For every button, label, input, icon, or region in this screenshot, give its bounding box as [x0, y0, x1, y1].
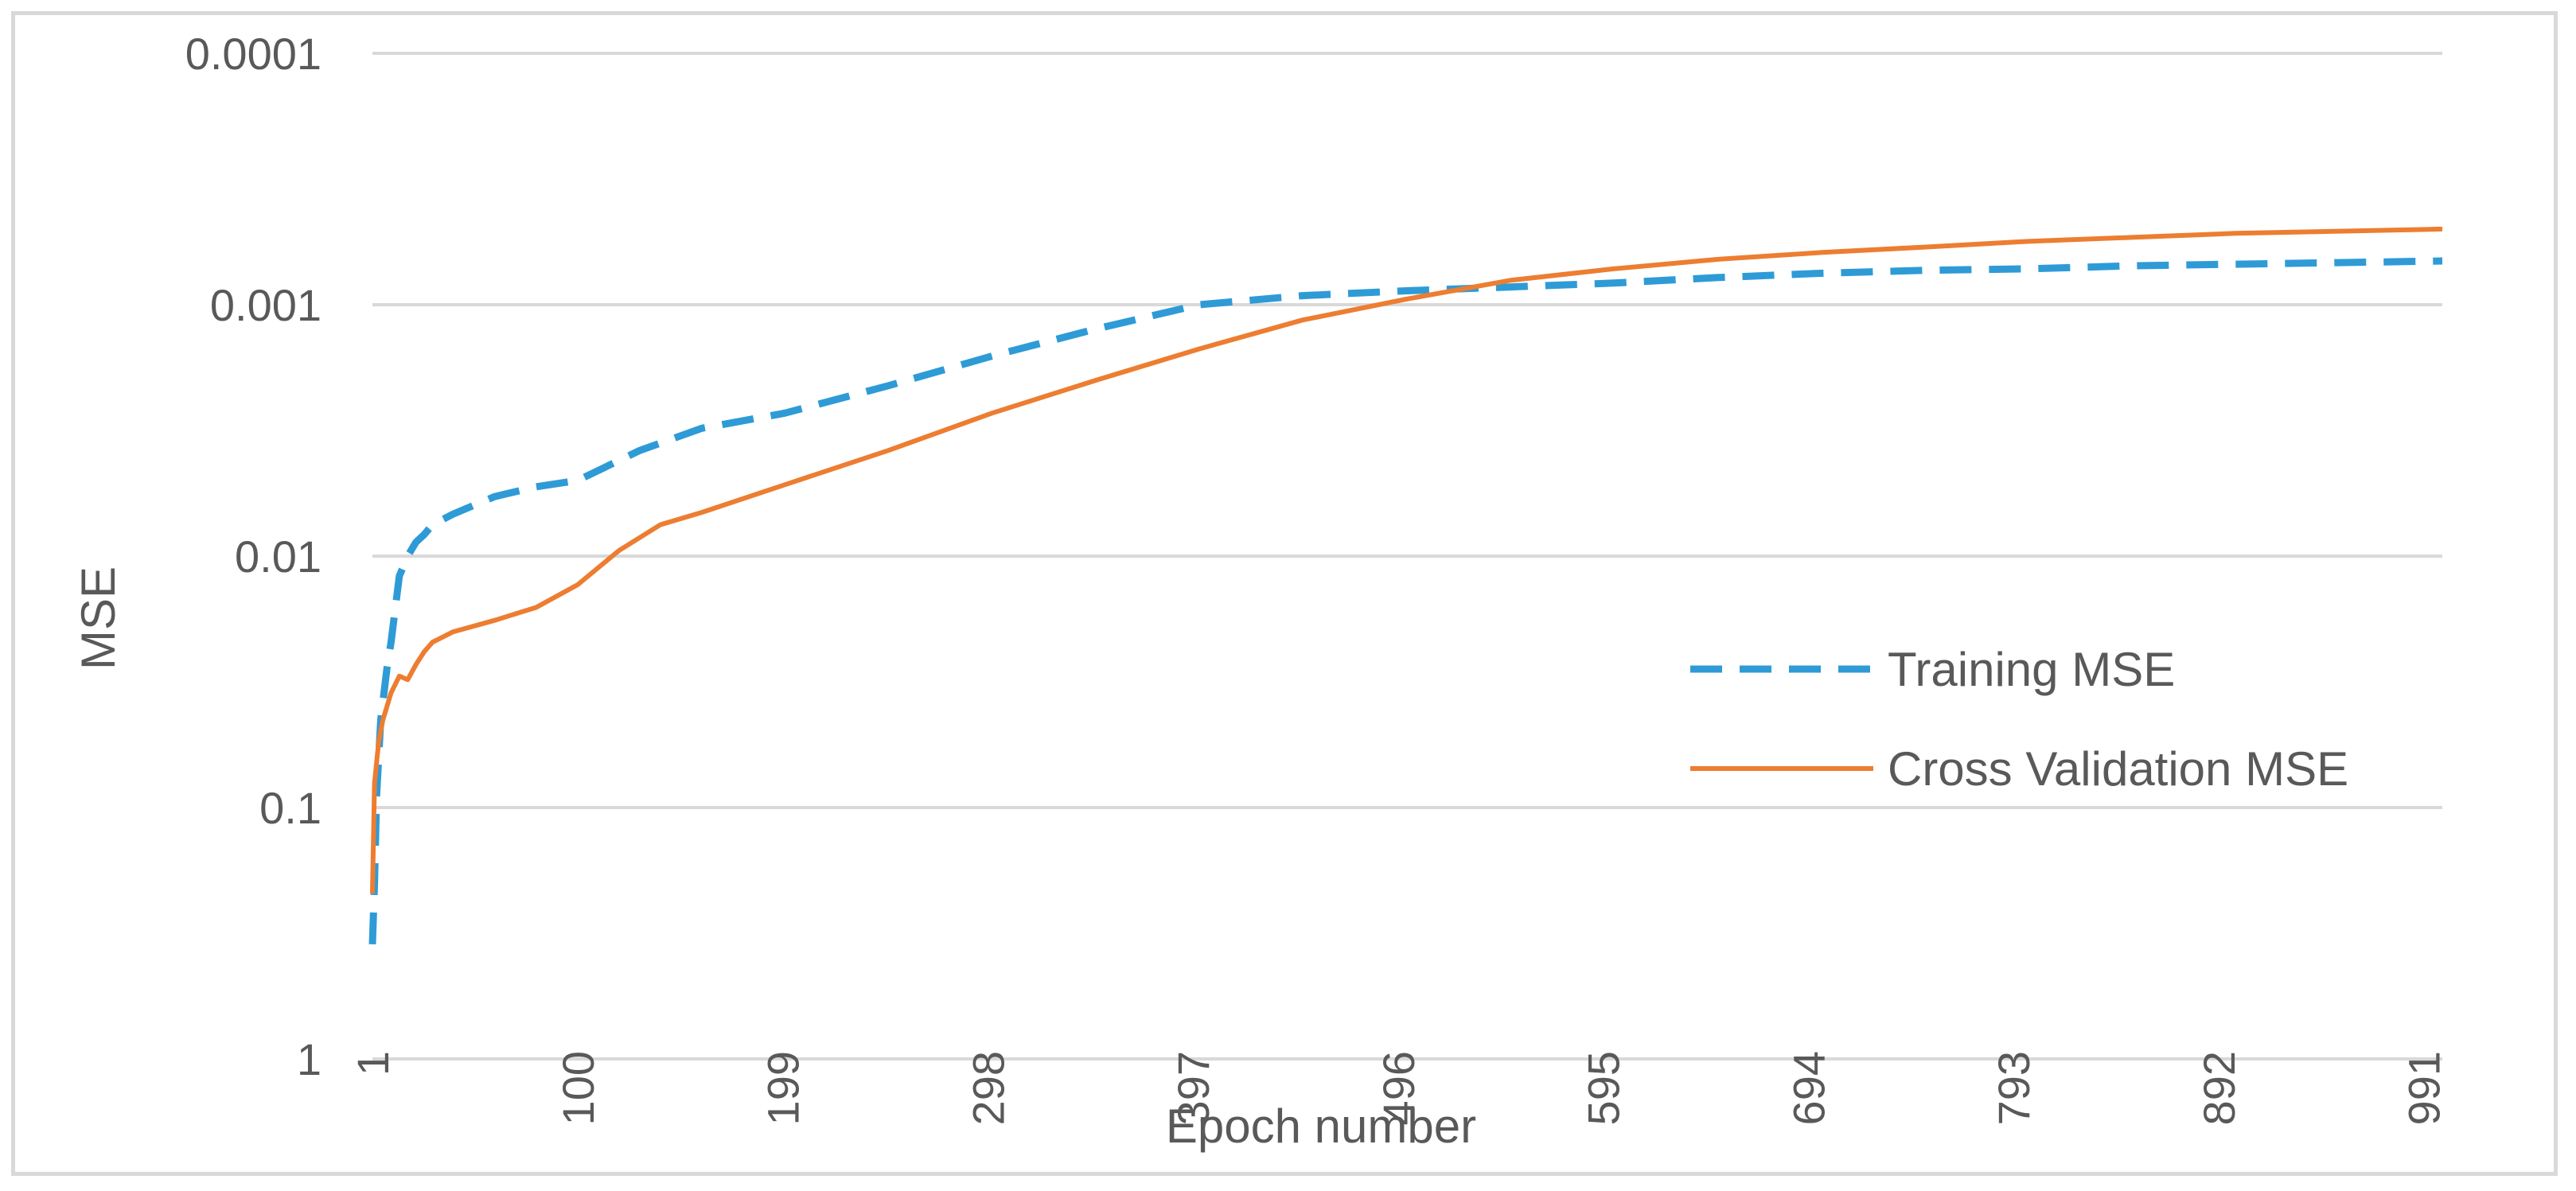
y-tick-label: 1 [297, 1034, 322, 1084]
x-tick-label: 1 [348, 1051, 398, 1076]
x-tick-label: 298 [963, 1051, 1013, 1125]
series-line-0 [368, 257, 2443, 945]
x-tick-label: 496 [1374, 1051, 1424, 1125]
legend-label-0: Training MSE [1888, 643, 2175, 696]
legend: Training MSE Cross Validation MSE [1690, 643, 2348, 796]
x-tick-label: 397 [1168, 1051, 1218, 1125]
y-axis-ticks: 0.0001 0.001 0.01 0.1 1 [185, 29, 322, 1084]
series-lines [368, 226, 2443, 945]
x-axis-title: Epoch number [1166, 1100, 1476, 1153]
x-tick-label: 991 [2399, 1051, 2449, 1125]
x-tick-label: 793 [1989, 1051, 2039, 1125]
chart-frame: 0.0001 0.001 0.01 0.1 1 1 100 199 298 397 496 595 6… [11, 11, 2558, 1176]
y-tick-label: 0.1 [259, 783, 322, 833]
x-tick-label: 100 [553, 1051, 603, 1125]
legend-label-1: Cross Validation MSE [1888, 742, 2348, 796]
x-tick-label: 595 [1579, 1051, 1629, 1125]
series-line-1 [370, 226, 2443, 894]
x-tick-label: 892 [2194, 1051, 2244, 1125]
y-tick-label: 0.0001 [185, 29, 322, 79]
x-axis-ticks: 1 100 199 298 397 496 595 694 793 892 991 [348, 1051, 2449, 1125]
line-chart: 0.0001 0.001 0.01 0.1 1 1 100 199 298 397 496 595 6… [72, 29, 2449, 1153]
x-tick-label: 199 [758, 1051, 809, 1125]
x-tick-label: 694 [1783, 1051, 1834, 1125]
y-axis-title: MSE [72, 566, 125, 670]
gridlines [372, 52, 2442, 1061]
y-tick-label: 0.001 [210, 280, 322, 330]
y-tick-label: 0.01 [235, 531, 322, 582]
